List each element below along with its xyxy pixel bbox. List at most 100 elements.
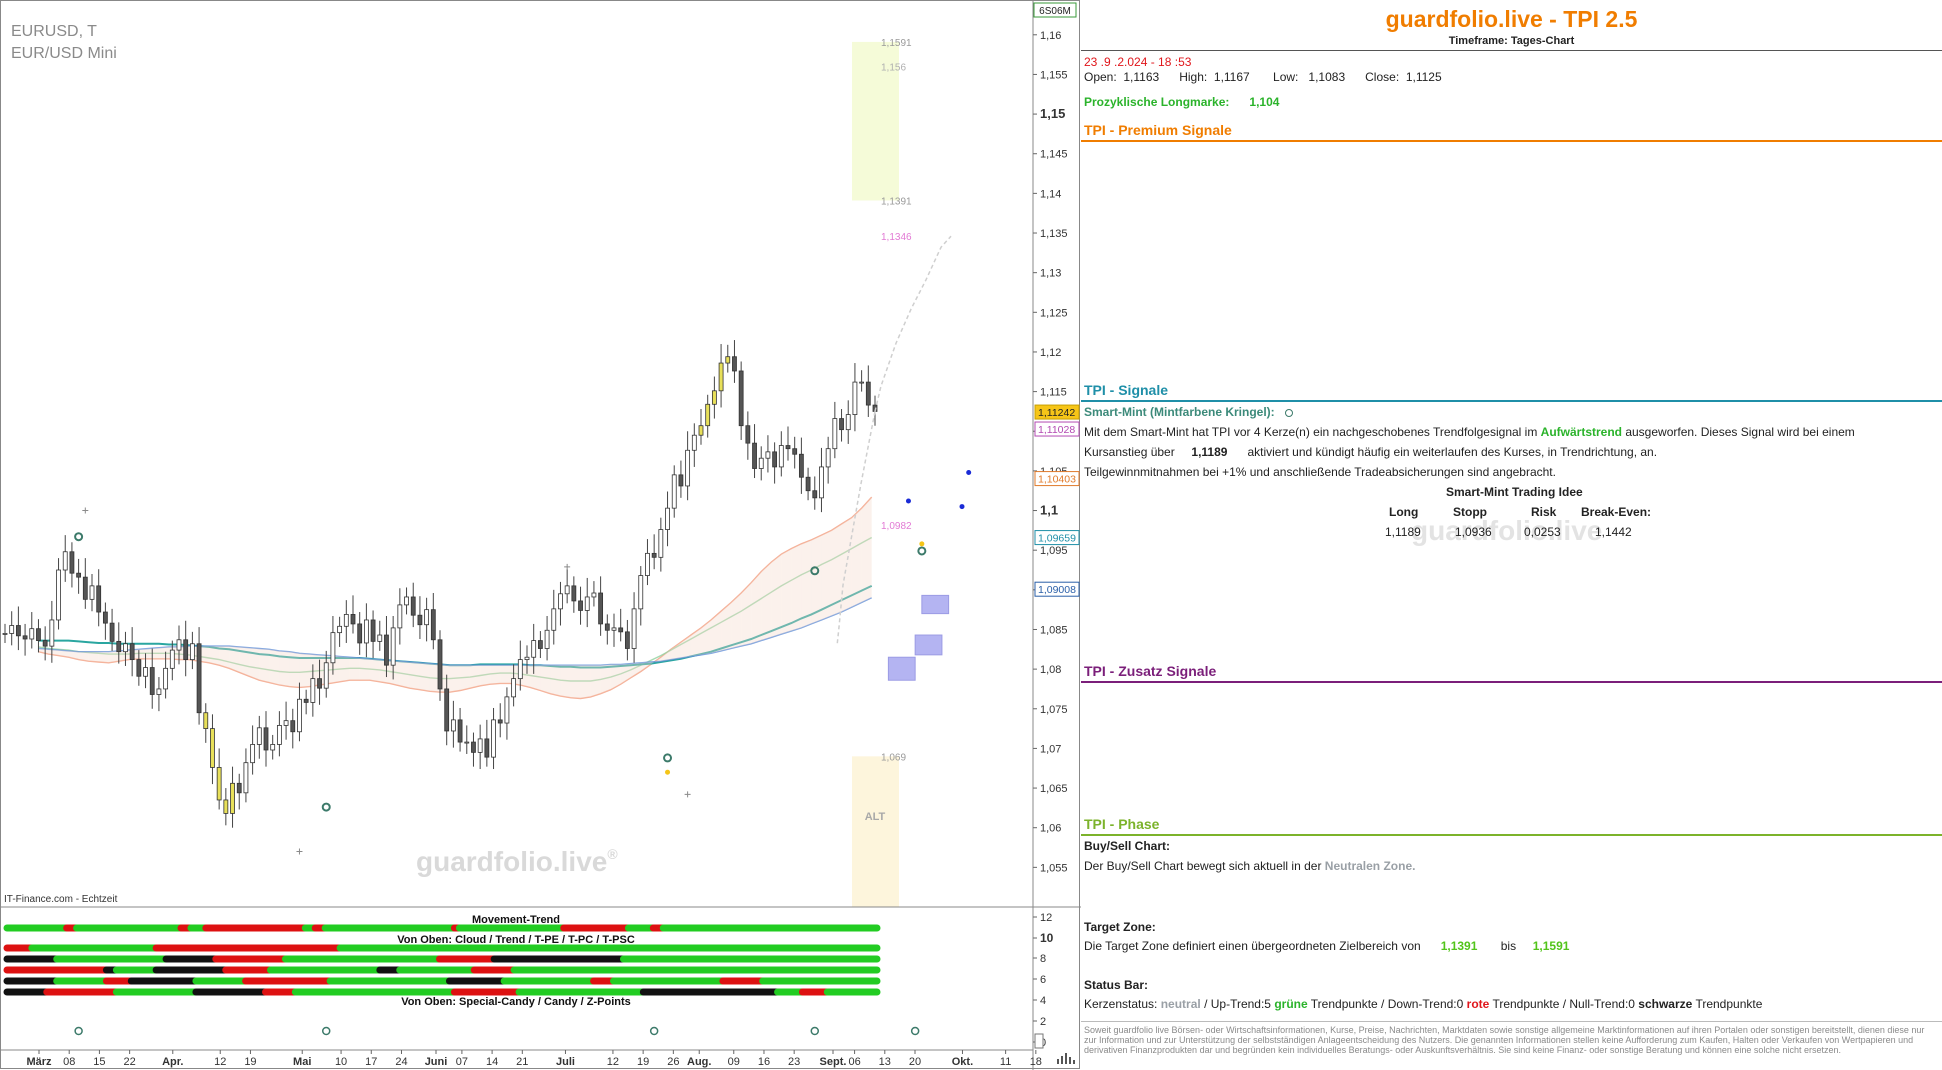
candle-body — [671, 474, 677, 509]
candle-body — [210, 728, 215, 768]
timeframe-badge[interactable] — [1033, 2, 1077, 18]
candle-body — [725, 356, 731, 364]
signal-dot-1 — [959, 504, 965, 510]
status-a: Kerzenstatus: — [1084, 997, 1161, 1011]
candle-body — [42, 640, 48, 647]
scroll-handle-icon[interactable] — [1034, 1033, 1044, 1049]
x-tick-label-28: 11 — [1000, 1056, 1011, 1068]
ma-cloud-seg — [158, 646, 169, 659]
candle-body — [76, 572, 82, 578]
status-schwarze: schwarze — [1638, 997, 1693, 1011]
candle-body — [15, 625, 21, 637]
candle-body — [136, 659, 142, 677]
sm-text-a: Mit dem Smart-Mint hat TPI vor 4 Kerze(n… — [1084, 425, 1541, 439]
candle-body — [531, 640, 537, 658]
y-tick-label: 1,12 — [1040, 347, 1061, 359]
status-e: Trendpunkte — [1692, 997, 1763, 1011]
candle-body — [96, 585, 102, 613]
price-tag-4 — [1034, 581, 1080, 597]
ma-cloud-seg — [429, 663, 440, 693]
candle-body — [705, 403, 711, 427]
status-text: Kerzenstatus: neutral / Up-Trend:5 grüne… — [1084, 997, 1762, 1011]
smart-mint-head: Smart-Mint (Mintfarbene Kringel): — [1084, 405, 1293, 419]
candle-body — [337, 625, 343, 634]
candle-body — [865, 381, 871, 406]
candle-body — [62, 551, 68, 571]
price-tag-0 — [1034, 404, 1080, 420]
candle-body — [665, 507, 670, 530]
candle-body — [839, 418, 844, 431]
candle-body — [638, 575, 644, 610]
ind-tick-label: 4 — [1040, 995, 1046, 1007]
y-tick-label: 1,15 — [1040, 106, 1065, 121]
candle-body — [732, 356, 737, 372]
ma-cloud-seg — [389, 660, 400, 686]
datetime-label: 23 .9 .2.024 - 18 :53 — [1084, 55, 1192, 69]
idea-header-risk: Risk — [1531, 505, 1557, 519]
ma-cloud-seg — [440, 664, 451, 693]
candle-body — [156, 688, 162, 695]
candle-body — [591, 592, 597, 598]
ma-cloud-seg — [239, 646, 250, 677]
x-tick-label-29: 18 — [1030, 1056, 1042, 1068]
status-d: Trendpunkte / Null-Trend:0 — [1489, 997, 1639, 1011]
chart-panel[interactable]: ALT 1,1591 1,156 1,1391 1,1346 1,0982 1,069 1,… — [0, 0, 1081, 1070]
y-tick-label: 1,145 — [1040, 149, 1068, 161]
candle-body — [852, 381, 858, 415]
z-point-3 — [810, 1026, 820, 1036]
candle-body — [297, 698, 302, 733]
candle-body — [69, 551, 75, 574]
candle-body — [163, 667, 169, 690]
idea-header-stopp: Stopp — [1453, 505, 1487, 519]
target-bis: bis — [1500, 939, 1517, 953]
ma-cloud-seg — [610, 664, 621, 690]
smart-mint-circle-0 — [74, 532, 84, 542]
candle-body — [477, 738, 483, 753]
candle-body — [49, 619, 55, 647]
target-to: 1,1591 — [1532, 939, 1570, 953]
ma-cloud-seg — [771, 554, 782, 638]
candle-body — [450, 719, 456, 732]
ma-cloud-seg — [209, 646, 220, 666]
candle-body — [89, 585, 95, 600]
candle-body — [812, 490, 818, 499]
prozyklische-row: Prozyklische Longmarke: 1,104 — [1084, 95, 1279, 109]
smart-mint-circle-2 — [663, 753, 673, 763]
x-tick-label-10: 24 — [395, 1056, 407, 1068]
price-tag-label-2: 1,10403 — [1038, 474, 1076, 486]
low-label: Low: — [1273, 70, 1299, 84]
smart-mint-line-1: Mit dem Smart-Mint hat TPI vor 4 Kerze(n… — [1084, 425, 1855, 439]
candle-body — [82, 576, 88, 600]
status-c: Trendpunkte / Down-Trend:0 — [1307, 997, 1467, 1011]
y-tick-label: 1,075 — [1040, 704, 1068, 716]
candle-body — [558, 593, 563, 610]
candle-body — [424, 609, 430, 626]
candle-body — [778, 445, 784, 468]
ma-band-b — [38, 536, 873, 682]
high-label: High: — [1179, 70, 1208, 84]
candle-body — [491, 719, 496, 758]
z-point-4 — [910, 1026, 920, 1036]
close-value: 1,1125 — [1405, 70, 1442, 84]
candle-body — [102, 611, 108, 624]
candle-body — [464, 741, 470, 744]
section-premium-title: TPI - Premium Signale — [1084, 122, 1232, 138]
candle-body — [343, 614, 349, 627]
x-tick-label-9: 17 — [365, 1056, 377, 1068]
status-b: / Up-Trend:5 — [1200, 997, 1275, 1011]
section-signale-divider — [1081, 400, 1942, 402]
alt-zone — [852, 756, 899, 907]
price-tag-label-4: 1,09008 — [1038, 584, 1076, 596]
section-premium-divider — [1081, 140, 1942, 142]
disclaimer-divider — [1081, 1021, 1942, 1022]
ma-cloud-seg — [590, 665, 601, 697]
candle-body — [678, 474, 684, 487]
zone-label-0: 1,1591 — [881, 38, 912, 49]
candle-body — [216, 767, 222, 801]
y-tick-label: 1,08 — [1040, 664, 1061, 676]
candle-body — [631, 608, 637, 649]
target-zone — [852, 41, 899, 201]
candle-body — [564, 585, 570, 595]
sort-bars-icon[interactable] — [1057, 1053, 1075, 1064]
